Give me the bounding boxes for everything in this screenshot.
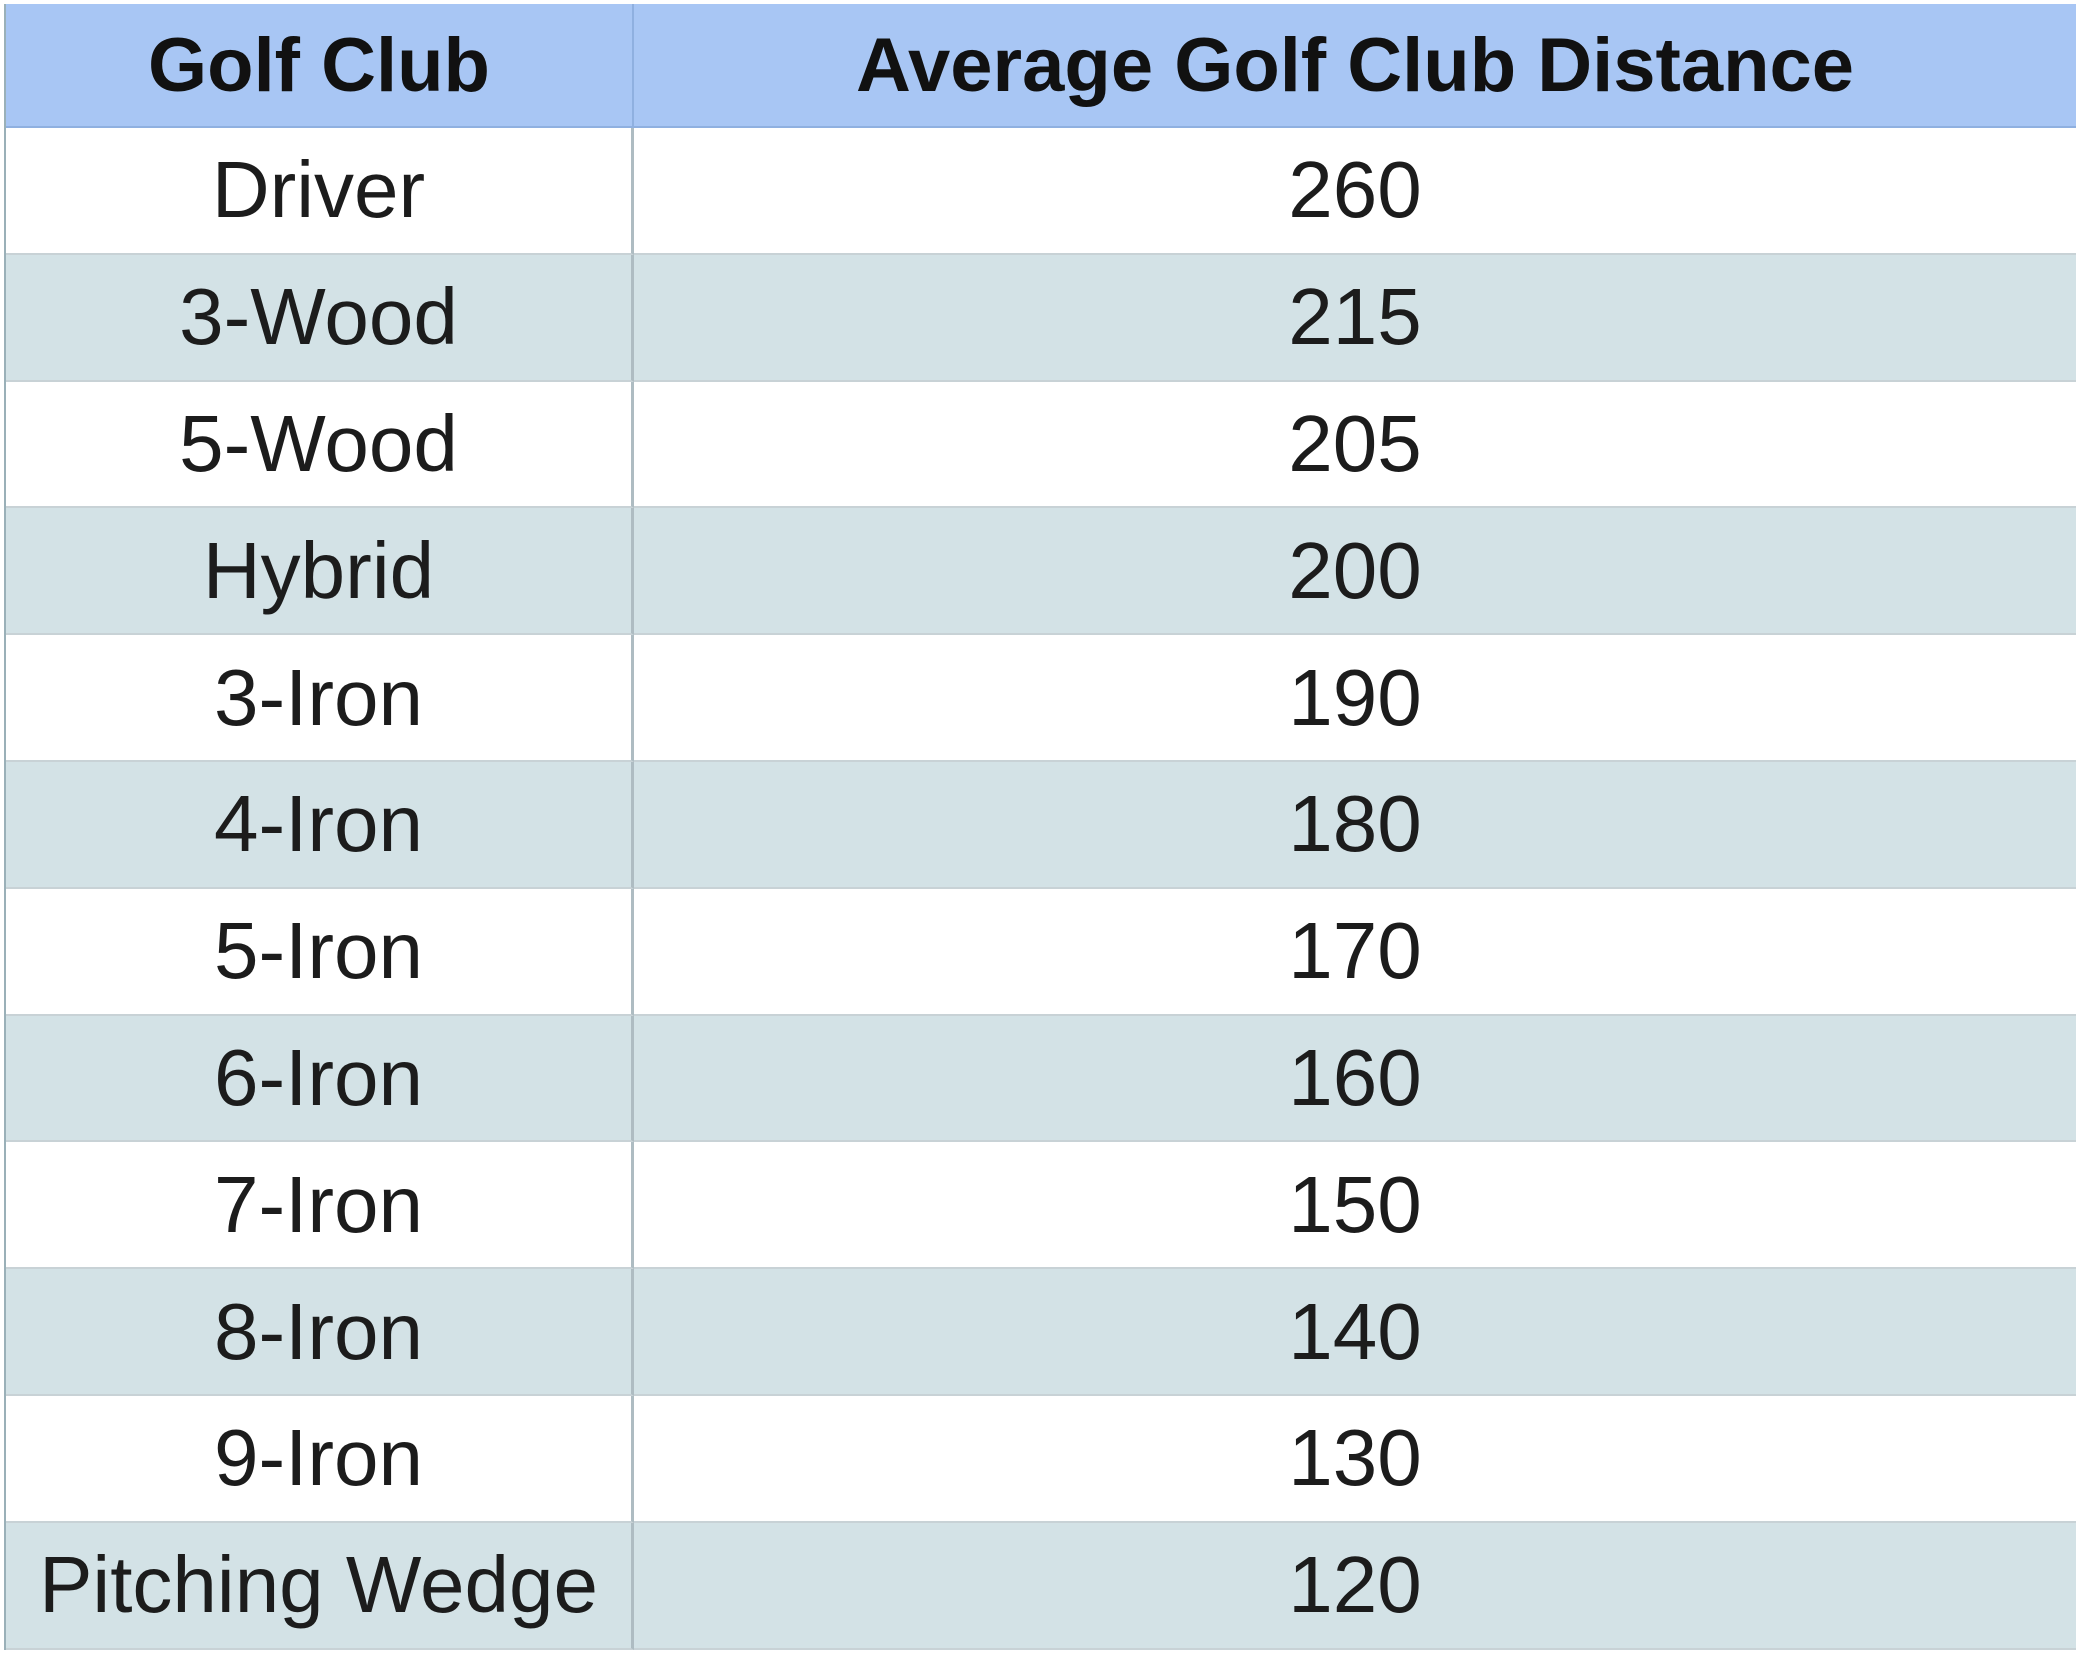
club-distance: 130 [634, 1395, 2076, 1523]
club-name: 4-Iron [6, 761, 634, 889]
club-name: 6-Iron [6, 1015, 634, 1143]
club-distance: 205 [634, 381, 2076, 509]
club-name: Pitching Wedge [6, 1522, 634, 1650]
club-name: 8-Iron [6, 1269, 634, 1396]
club-distance: 150 [634, 1142, 2076, 1270]
club-distance: 260 [634, 128, 2076, 255]
club-distance: 140 [634, 1269, 2076, 1396]
club-name: 7-Iron [6, 1142, 634, 1270]
club-name: Driver [6, 128, 634, 255]
header-average-distance: Average Golf Club Distance [634, 4, 2076, 128]
club-name: 9-Iron [6, 1395, 634, 1523]
club-name: Hybrid [6, 508, 634, 636]
header-golf-club: Golf Club [6, 4, 634, 128]
club-name: 5-Wood [6, 381, 634, 509]
club-name: 3-Iron [6, 635, 634, 762]
club-distance: 170 [634, 888, 2076, 1016]
golf-distance-table: Golf Club Average Golf Club Distance Dri… [4, 4, 2076, 1650]
club-distance: 180 [634, 761, 2076, 889]
club-distance: 120 [634, 1522, 2076, 1650]
club-distance: 190 [634, 635, 2076, 762]
club-distance: 215 [634, 254, 2076, 382]
club-name: 5-Iron [6, 888, 634, 1016]
club-distance: 200 [634, 508, 2076, 636]
club-distance: 160 [634, 1015, 2076, 1143]
club-name: 3-Wood [6, 254, 634, 382]
